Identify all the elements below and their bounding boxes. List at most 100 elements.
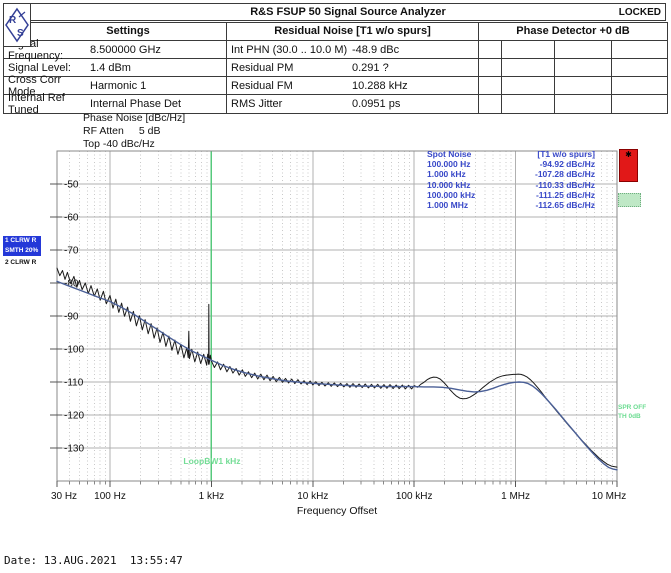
row-value: 8.500000 GHz (90, 43, 161, 56)
spot-value: -94.92 dBc/Hz (539, 159, 595, 170)
marker-star-icon: ✱ (625, 150, 632, 159)
table-row: Residual PM 0.291 ? (227, 59, 478, 77)
svg-text:10 kHz: 10 kHz (297, 491, 328, 502)
phase-detector-header: Phase Detector +0 dB (479, 23, 667, 41)
spot-noise-trace-label: [T1 w/o spurs] (537, 149, 595, 159)
phase-detector-grid-divider (554, 41, 555, 113)
spot-noise-row: 100.000 kHz -111.25 dBc/Hz (427, 190, 595, 200)
spot-value: -107.28 dBc/Hz (535, 169, 595, 180)
row-value: -48.9 dBc (352, 43, 400, 56)
spur-threshold-status: SPR OFF TH 0dB (618, 403, 646, 421)
settings-section: Settings Signal Frequency:8.500000 GHz S… (4, 23, 226, 116)
spot-noise-row: 100.000 Hz -94.92 dBc/Hz (427, 159, 595, 169)
trace2-mode-label: 2 CLRW R (5, 259, 37, 266)
spot-freq: 100.000 Hz (427, 159, 471, 170)
svg-text:-110: -110 (64, 378, 84, 389)
y-axis-unit-label: Phase Noise [dBc/Hz] (83, 112, 186, 124)
phase-detector-section: Phase Detector +0 dB (479, 23, 667, 113)
row-value: Harmonic 1 (90, 79, 147, 92)
spot-value: -112.65 dBc/Hz (535, 200, 595, 211)
table-row: Signal Level: 1.4 dBm (4, 59, 226, 77)
trace1-mode-chip: 1 CLRW R (3, 236, 41, 246)
spot-freq: 100.000 kHz (427, 189, 476, 200)
spot-freq: 1.000 kHz (427, 169, 466, 180)
table-row: Cross Corr Mode Harmonic 1 (4, 73, 226, 98)
spot-noise-row: 10.000 kHz -110.33 dBc/Hz (427, 180, 595, 190)
title-bar: R&S FSUP 50 Signal Source Analyzer LOCKE… (30, 3, 666, 21)
rs-logo-diamond: R S (5, 7, 29, 43)
spot-value: -111.25 dBc/Hz (535, 189, 595, 200)
row-label: Signal Level: (8, 61, 71, 74)
measurement-table: Settings Signal Frequency:8.500000 GHz S… (3, 22, 668, 116)
table-row: Residual FM 10.288 kHz (227, 77, 478, 95)
spot-noise-table: Spot Noise [T1 w/o spurs] 100.000 Hz -94.… (427, 149, 595, 210)
row-value: 0.291 ? (352, 61, 389, 74)
svg-text:30 Hz: 30 Hz (51, 491, 77, 502)
spot-value: -110.33 dBc/Hz (535, 179, 595, 190)
svg-text:1 MHz: 1 MHz (501, 491, 530, 502)
row-value: Internal Phase Det (90, 98, 182, 110)
table-row (479, 59, 667, 77)
marker-flag-icon: ✱ (619, 149, 638, 182)
table-row (479, 77, 667, 95)
phase-detector-grid-divider (611, 41, 612, 113)
table-divider (478, 23, 479, 113)
row-label: Internal Ref Tuned (8, 92, 65, 116)
svg-text:-100: -100 (64, 345, 84, 356)
rf-atten-value: 5 dB (138, 125, 161, 137)
phase-detector-grid-divider (501, 41, 502, 113)
table-row (479, 95, 667, 113)
svg-text:-70: -70 (64, 246, 79, 257)
trace1-smoothing-chip: SMTH 20% (3, 246, 41, 256)
spot-noise-row: 1.000 MHz -112.65 dBc/Hz (427, 200, 595, 210)
settings-header: Settings (30, 23, 226, 41)
svg-text:R: R (9, 15, 17, 26)
svg-text:10 MHz: 10 MHz (592, 491, 626, 502)
table-divider (226, 23, 227, 113)
svg-text:Frequency Offset: Frequency Offset (297, 505, 377, 517)
row-label: Cross Corr Mode (8, 73, 62, 98)
rs-logo: R S (3, 3, 31, 47)
svg-text:-130: -130 (64, 444, 84, 455)
row-label: Residual PM (231, 61, 294, 74)
spot-noise-row: 1.000 kHz -107.28 dBc/Hz (427, 169, 595, 179)
row-label: Int PHN (30.0 .. 10.0 M) (231, 43, 348, 56)
table-row: Int PHN (30.0 .. 10.0 M) -48.9 dBc (227, 41, 478, 59)
rf-atten-line: RF Atten 5 dB (83, 125, 185, 138)
threshold-band-icon (618, 193, 641, 207)
svg-text:100 kHz: 100 kHz (396, 491, 433, 502)
trace-legend: 1 CLRW R SMTH 20% 2 CLRW R (3, 236, 41, 266)
page-title: R&S FSUP 50 Signal Source Analyzer (250, 6, 446, 18)
loop-bandwidth-label: LoopBW1 kHz (183, 456, 241, 466)
svg-text:-50: -50 (64, 180, 79, 191)
measurement-info-block: Phase Noise [dBc/Hz] RF Atten 5 dB Top -4… (83, 112, 185, 151)
screenshot-date: Date: 13.AUG.2021 13:55:47 (4, 554, 183, 567)
row-value: 0.0951 ps (352, 98, 401, 110)
table-row (479, 41, 667, 59)
row-value: 10.288 kHz (352, 79, 408, 92)
svg-text:S: S (17, 28, 24, 39)
svg-text:-80: -80 (64, 279, 79, 290)
spot-noise-title: Spot Noise (427, 149, 472, 159)
top-level-label: Top -40 dBc/Hz (83, 138, 155, 150)
spot-freq: 10.000 kHz (427, 179, 471, 190)
residual-noise-header: Residual Noise [T1 w/o spurs] (227, 23, 478, 41)
threshold-label: TH 0dB (618, 413, 641, 420)
rf-atten-label: RF Atten (83, 125, 124, 137)
spot-noise-header: Spot Noise [T1 w/o spurs] (427, 149, 595, 159)
svg-text:100 Hz: 100 Hz (94, 491, 126, 502)
svg-text:-60: -60 (64, 213, 79, 224)
svg-text:-120: -120 (64, 411, 84, 422)
residual-noise-section: Residual Noise [T1 w/o spurs] Int PHN (3… (227, 23, 478, 113)
table-row: Signal Frequency:8.500000 GHz (4, 38, 226, 62)
row-label: RMS Jitter (231, 98, 283, 110)
spur-off-label: SPR OFF (618, 404, 647, 411)
locked-status-badge: LOCKED (618, 6, 661, 18)
row-label: Residual FM (231, 79, 293, 92)
table-row: RMS Jitter 0.0951 ps (227, 95, 478, 113)
svg-text:-90: -90 (64, 312, 79, 323)
row-value: 1.4 dBm (90, 61, 131, 74)
spot-freq: 1.000 MHz (427, 200, 469, 211)
